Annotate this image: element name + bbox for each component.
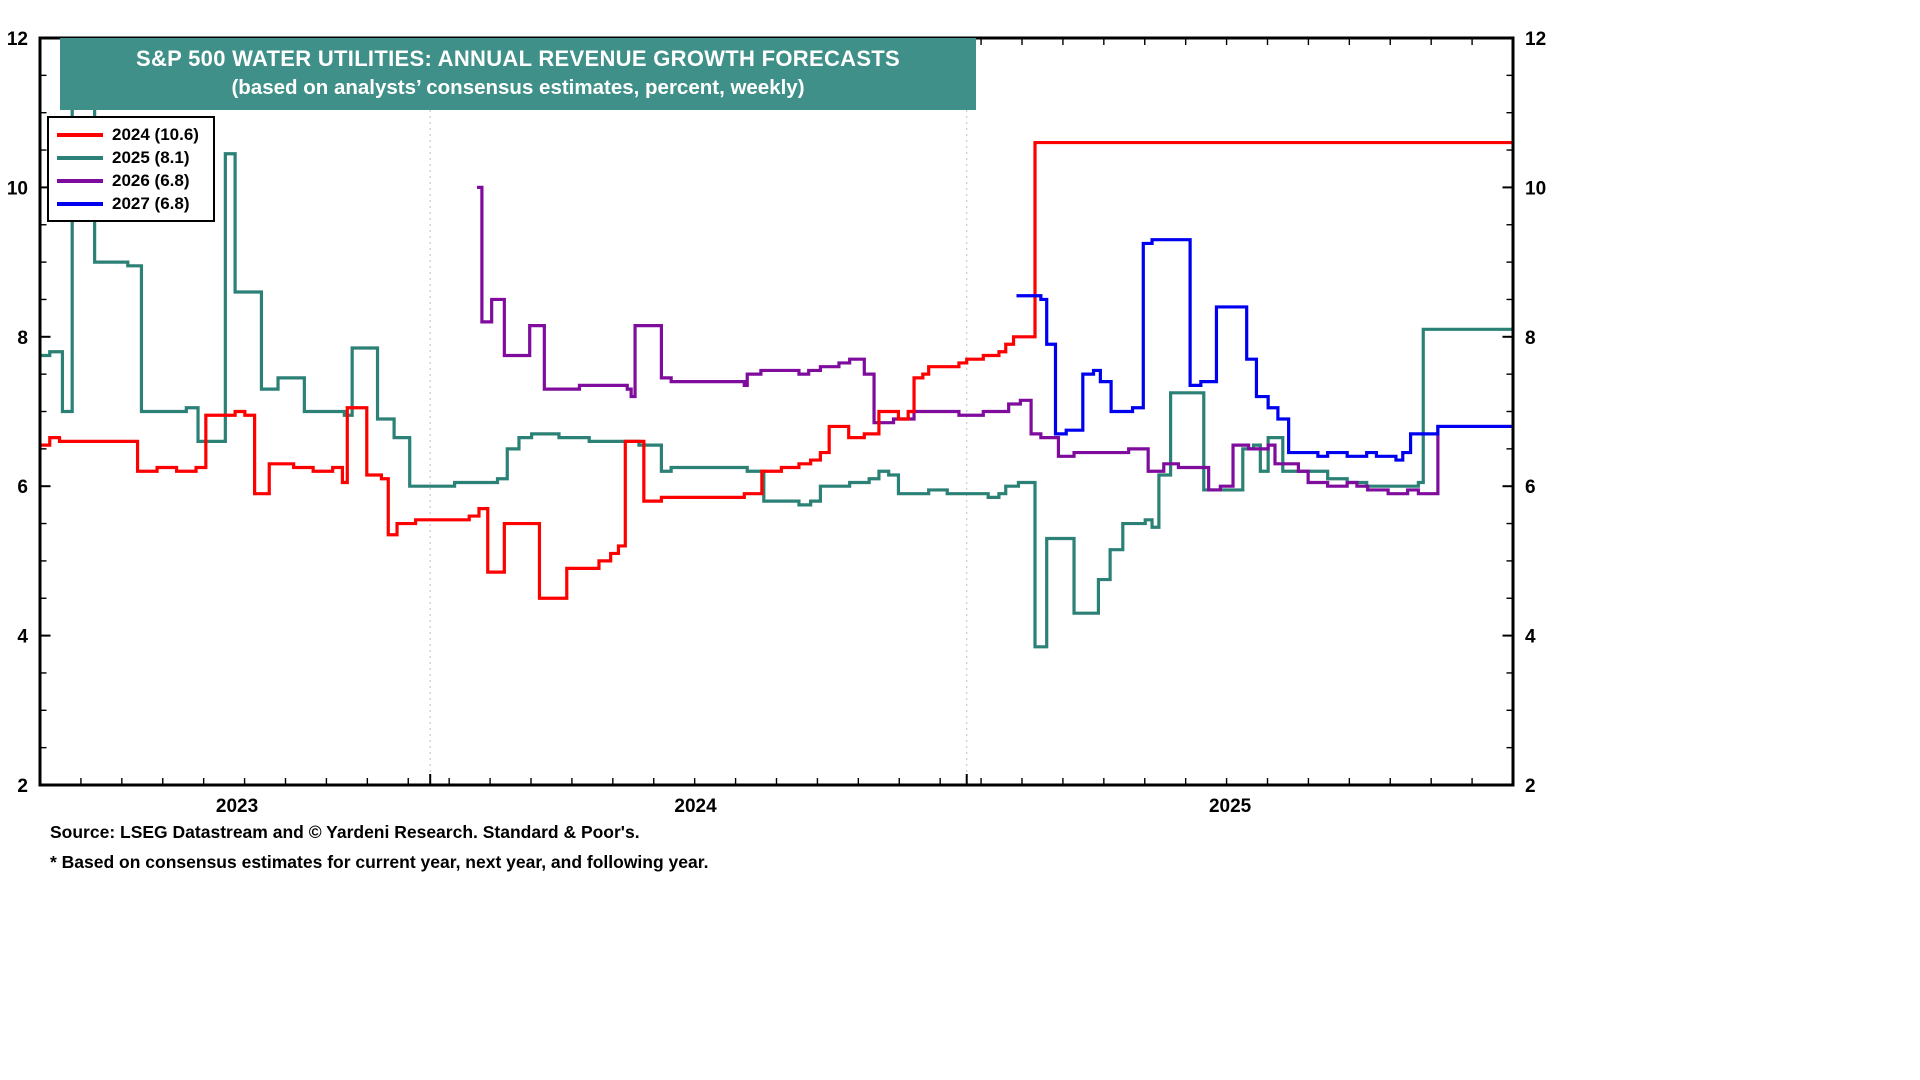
legend-label-2025: 2025 (8.1) bbox=[112, 147, 190, 167]
legend: 2024 (10.6) 2025 (8.1) 2026 (6.8) 2027 (6.8… bbox=[47, 116, 215, 222]
legend-label-2024: 2024 (10.6) bbox=[112, 124, 199, 144]
x-axis-year-label: 2024 bbox=[674, 796, 717, 817]
legend-item-2025: 2025 (8.1) bbox=[57, 146, 199, 169]
year-gridlines bbox=[429, 38, 968, 785]
series-line-2026 bbox=[477, 185, 1513, 496]
series-line-2025 bbox=[40, 43, 1513, 649]
chart-title-banner: S&P 500 WATER UTILITIES: ANNUAL REVENUE … bbox=[60, 38, 976, 110]
y-axis-label-left: 10 bbox=[7, 178, 28, 199]
legend-item-2024: 2024 (10.6) bbox=[57, 123, 199, 146]
axis-ticks bbox=[41, 39, 1512, 784]
y-axis-label-right: 12 bbox=[1525, 29, 1546, 50]
legend-swatch-2025 bbox=[57, 155, 103, 160]
chart-plot: 2 2 4 4 6 6 8 8 10 10 12 12 2023 2024 2025 bbox=[7, 29, 1546, 817]
y-axis-label-right: 6 bbox=[1525, 477, 1536, 498]
y-axis-label-left: 8 bbox=[17, 328, 28, 349]
legend-item-2026: 2026 (6.8) bbox=[57, 169, 199, 192]
y-axis-label-right: 8 bbox=[1525, 328, 1536, 349]
y-axis-label-left: 12 bbox=[7, 29, 28, 50]
series-lines bbox=[40, 43, 1513, 649]
legend-swatch-2027 bbox=[57, 201, 103, 206]
y-axis-label-left: 4 bbox=[17, 627, 28, 648]
y-axis-label-right: 4 bbox=[1525, 627, 1536, 648]
legend-swatch-2026 bbox=[57, 178, 103, 183]
y-axis-label-left: 6 bbox=[17, 477, 28, 498]
legend-label-2027: 2027 (6.8) bbox=[112, 193, 190, 213]
footnote-text: * Based on consensus estimates for curre… bbox=[50, 852, 709, 872]
legend-swatch-2024 bbox=[57, 132, 103, 137]
y-axis-label-right: 2 bbox=[1525, 776, 1536, 797]
y-axis-label-left: 2 bbox=[17, 776, 28, 797]
y-axis-label-right: 10 bbox=[1525, 178, 1546, 199]
legend-label-2026: 2026 (6.8) bbox=[112, 170, 190, 190]
chart-subtitle: (based on analysts’ consensus estimates,… bbox=[231, 76, 805, 99]
plot-border bbox=[38, 36, 1515, 787]
series-line-2024 bbox=[40, 140, 1513, 600]
source-text: Source: LSEG Datastream and © Yardeni Re… bbox=[50, 822, 640, 842]
x-axis-year-label: 2025 bbox=[1209, 796, 1252, 817]
chart-title: S&P 500 WATER UTILITIES: ANNUAL REVENUE … bbox=[135, 46, 901, 71]
series-line-2027 bbox=[1016, 238, 1513, 462]
legend-item-2027: 2027 (6.8) bbox=[57, 192, 199, 215]
x-axis-year-label: 2023 bbox=[216, 796, 258, 817]
